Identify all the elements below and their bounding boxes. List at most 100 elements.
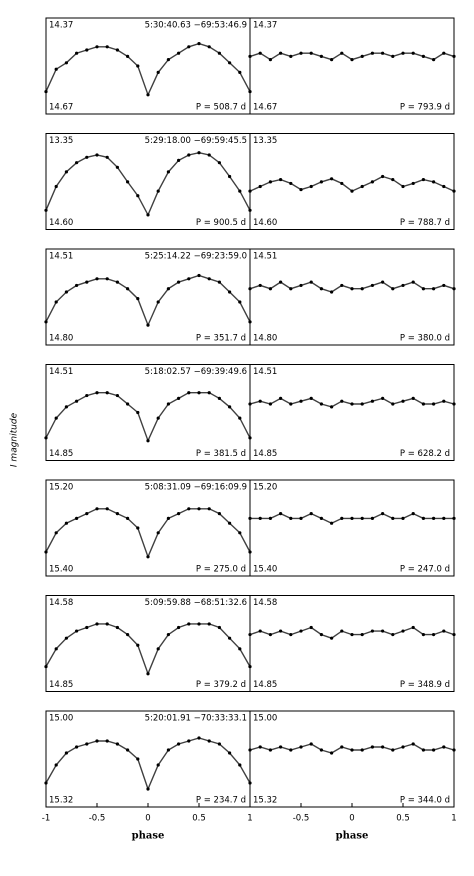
data-point bbox=[350, 633, 354, 637]
data-point bbox=[370, 745, 374, 749]
data-point bbox=[85, 742, 89, 746]
data-point bbox=[207, 45, 211, 49]
data-point bbox=[279, 280, 283, 284]
light-curve bbox=[45, 508, 251, 559]
x-tick-label: 0 bbox=[145, 814, 150, 824]
period: P = 380.0 d bbox=[400, 334, 450, 344]
data-point bbox=[85, 393, 89, 398]
data-point bbox=[177, 511, 181, 516]
y-tick-label: 15.20 bbox=[49, 483, 73, 493]
data-point bbox=[401, 745, 405, 749]
data-point bbox=[187, 45, 191, 49]
x-tick-label: -0.5 bbox=[89, 814, 106, 824]
data-point bbox=[421, 748, 425, 752]
data-point bbox=[421, 177, 425, 182]
x-tick-label: 1 bbox=[247, 814, 252, 824]
data-point bbox=[95, 739, 99, 743]
data-point bbox=[421, 287, 425, 291]
data-point bbox=[442, 283, 446, 288]
data-point bbox=[411, 625, 415, 630]
data-point bbox=[156, 531, 160, 535]
data-point bbox=[442, 516, 446, 521]
data-point bbox=[289, 633, 293, 637]
x-axis-title: phase bbox=[336, 831, 369, 842]
coordinates: 5:18:02.57 −69:39:49.6 bbox=[145, 367, 247, 377]
data-point bbox=[432, 748, 436, 752]
panel-frame bbox=[249, 248, 455, 346]
data-point bbox=[381, 51, 385, 55]
data-point bbox=[319, 54, 323, 59]
y-tick-label: 14.80 bbox=[253, 334, 277, 344]
data-point bbox=[340, 399, 344, 403]
data-point bbox=[177, 396, 181, 400]
data-point bbox=[340, 283, 344, 288]
data-point bbox=[187, 622, 191, 626]
data-point bbox=[228, 405, 232, 409]
data-point bbox=[268, 58, 272, 62]
data-point bbox=[75, 399, 79, 403]
data-point bbox=[442, 745, 446, 749]
data-point bbox=[217, 625, 221, 630]
data-point bbox=[64, 636, 68, 640]
data-point bbox=[217, 396, 221, 400]
data-point bbox=[432, 58, 436, 62]
data-point bbox=[187, 739, 191, 743]
data-point bbox=[319, 180, 323, 184]
data-point bbox=[64, 61, 68, 65]
data-point bbox=[187, 507, 191, 511]
data-point bbox=[360, 184, 364, 189]
data-point bbox=[228, 290, 232, 294]
data-point bbox=[146, 213, 150, 217]
data-point bbox=[75, 516, 79, 521]
data-point bbox=[268, 748, 272, 752]
data-point bbox=[115, 48, 119, 52]
data-point bbox=[156, 70, 160, 74]
data-point bbox=[105, 739, 109, 743]
data-point bbox=[207, 277, 211, 281]
data-point bbox=[432, 180, 436, 184]
data-point bbox=[44, 781, 48, 785]
data-point bbox=[228, 61, 232, 65]
data-point bbox=[401, 184, 405, 189]
data-point bbox=[115, 742, 119, 746]
data-point bbox=[238, 70, 242, 74]
data-point bbox=[289, 54, 293, 59]
period: P = 788.7 d bbox=[400, 218, 450, 228]
data-point bbox=[330, 290, 334, 294]
y-tick-label: 14.37 bbox=[49, 21, 73, 31]
panel-frame bbox=[45, 248, 251, 346]
period: P = 351.7 d bbox=[196, 334, 246, 344]
data-point bbox=[289, 402, 293, 406]
data-point bbox=[126, 402, 130, 406]
data-point bbox=[95, 622, 99, 626]
y-tick-label: 14.60 bbox=[253, 218, 277, 228]
data-point bbox=[115, 280, 119, 284]
data-point bbox=[217, 511, 221, 516]
data-point bbox=[340, 516, 344, 521]
data-point bbox=[177, 625, 181, 630]
data-point bbox=[411, 396, 415, 400]
data-point bbox=[248, 748, 252, 752]
data-point bbox=[309, 184, 313, 189]
data-point bbox=[340, 745, 344, 749]
data-point bbox=[370, 180, 374, 184]
data-point bbox=[360, 748, 364, 752]
y-tick-label: 15.32 bbox=[49, 796, 73, 806]
data-point bbox=[421, 402, 425, 406]
data-point bbox=[75, 629, 79, 633]
data-point bbox=[54, 416, 58, 420]
data-point bbox=[370, 516, 374, 521]
data-point bbox=[187, 391, 191, 395]
period: P = 900.5 d bbox=[196, 218, 246, 228]
panel-frame bbox=[45, 710, 251, 808]
data-point bbox=[391, 287, 395, 291]
data-point bbox=[75, 161, 79, 165]
data-point bbox=[44, 665, 48, 669]
data-point bbox=[126, 54, 130, 59]
data-point bbox=[391, 516, 395, 521]
x-tick-label: -1 bbox=[42, 814, 50, 824]
data-point bbox=[299, 745, 303, 749]
data-point bbox=[258, 745, 262, 749]
data-point bbox=[350, 189, 354, 193]
data-point bbox=[126, 748, 130, 752]
